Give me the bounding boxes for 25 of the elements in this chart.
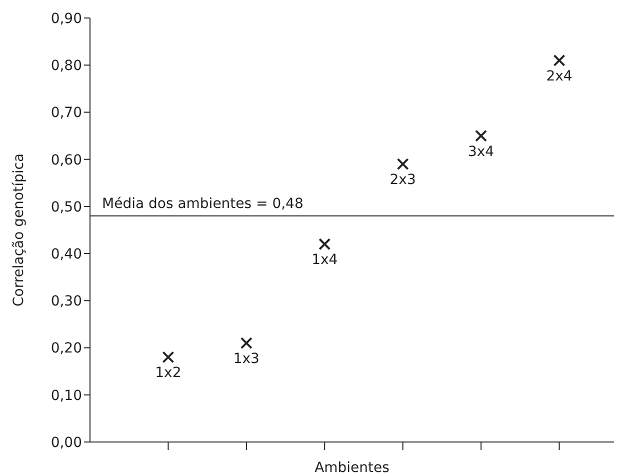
point: [240, 337, 252, 350]
point: [318, 238, 331, 250]
y-tick-label: 0,30: [50, 294, 82, 310]
x-tick-label: 2x4: [546, 68, 572, 84]
point: [553, 54, 566, 66]
x-tick-label: 1x4: [312, 252, 338, 268]
y-tick-label: 0,40: [50, 246, 82, 263]
x-tick-label: 2x3: [390, 172, 416, 188]
x-tick-label: 1x2: [155, 365, 182, 382]
x-axis-title: Ambientes: [314, 460, 390, 475]
y-tick-label: 0,90: [50, 10, 82, 27]
ref-line-label: Média dos ambientes = 0,48: [102, 196, 304, 212]
x-tick-label: 1x3: [233, 351, 260, 368]
y-tick-label: 0,10: [50, 388, 82, 404]
y-tick-label: 0,50: [50, 199, 82, 216]
y-tick-label: 0,80: [50, 58, 82, 74]
point: [475, 130, 488, 142]
y-tick-label: 0,70: [50, 105, 82, 122]
y-tick-label: 0,20: [50, 340, 82, 357]
point: [396, 158, 409, 170]
point: [162, 351, 174, 364]
x-tick-label: 3x4: [468, 144, 494, 160]
y-tick-label: 0,60: [50, 152, 82, 168]
y-axis-title: Correlação genotípica: [10, 153, 27, 307]
y-tick-label: 0,00: [50, 434, 82, 451]
